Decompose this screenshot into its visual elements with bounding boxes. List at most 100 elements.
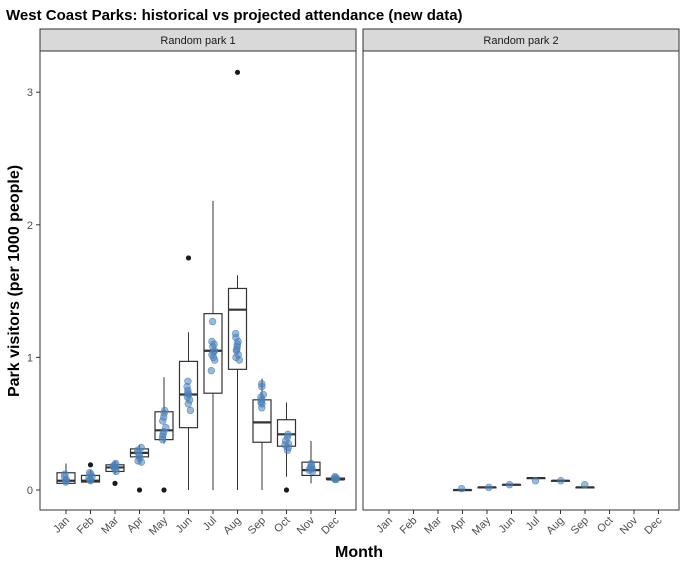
y-tick-label: 0: [27, 485, 33, 497]
data-point: [62, 478, 70, 486]
x-tick-label: Sep: [569, 515, 591, 537]
box-may: [154, 377, 174, 493]
box-jan: [56, 463, 76, 486]
y-tick-label: 1: [27, 352, 33, 364]
y-tick-label: 2: [27, 220, 33, 232]
x-tick-label: Jul: [201, 515, 219, 533]
y-axis-title: Park visitors (per 1000 people): [6, 165, 23, 397]
data-point: [257, 393, 265, 401]
data-point: [209, 348, 218, 356]
x-tick-label: Jan: [374, 515, 395, 536]
data-point: [137, 458, 146, 466]
data-point: [233, 345, 241, 354]
box-sep: [252, 378, 272, 490]
y-axis: 0 1 2 3: [27, 87, 40, 497]
data-point: [505, 480, 514, 489]
box-oct: [276, 402, 297, 493]
x-tick-label: Nov: [618, 514, 641, 537]
data-point: [581, 480, 589, 489]
outlier-point: [87, 462, 94, 468]
data-point: [184, 377, 192, 385]
x-axis-title: Month: [335, 544, 383, 561]
data-point: [258, 380, 266, 388]
chart-title: West Coast Parks: historical vs projecte…: [6, 7, 463, 24]
data-point: [185, 396, 194, 404]
data-point: [184, 389, 192, 397]
box-sep: [575, 480, 595, 489]
data-point: [284, 443, 292, 452]
x-tick-label: May: [470, 514, 494, 538]
box-feb: [80, 462, 101, 485]
x-tick-label: Aug: [544, 515, 566, 537]
x-tick-label: Apr: [448, 514, 469, 535]
box-jun: [178, 255, 199, 490]
panel-border: [39, 50, 357, 511]
x-tick-label: Oct: [595, 515, 616, 536]
outlier-point: [283, 487, 290, 493]
panel-marks: Jan Feb Mar Apr May Jun Jul Aug Sep Oct Nov Dec: [51, 69, 346, 538]
data-point: [485, 483, 493, 492]
data-point: [86, 475, 94, 484]
outlier-point: [161, 487, 167, 493]
data-point: [85, 469, 94, 477]
x-tick-label: Mar: [99, 514, 121, 536]
data-point: [284, 430, 292, 439]
x-tick-label: Jul: [524, 515, 542, 533]
box-iqr: [203, 313, 223, 394]
box-aug: [550, 477, 571, 485]
data-point: [332, 474, 341, 482]
x-tick-label: May: [147, 514, 171, 538]
data-point: [210, 340, 218, 348]
x-tick-label: Feb: [75, 515, 97, 537]
panel-random-park-1: Random park 1 Jan Feb Mar Apr May Jun Jul Aug Se…: [39, 28, 357, 538]
box-jun: [501, 480, 522, 489]
data-point: [208, 317, 217, 326]
box-jul: [526, 476, 546, 485]
data-point: [231, 329, 240, 338]
box-nov: [301, 440, 321, 484]
x-tick-label: Jun: [174, 515, 195, 536]
data-point: [234, 337, 242, 346]
panel-random-park-2: Random park 2 Jan Feb Mar Apr May Jun Jul Aug Se…: [362, 28, 680, 538]
strip-label: Random park 2: [483, 35, 558, 47]
x-tick-label: Dec: [642, 514, 665, 537]
data-point: [235, 356, 244, 364]
data-point: [557, 477, 565, 485]
x-tick-label: Nov: [295, 514, 318, 537]
data-point: [160, 406, 169, 415]
box-aug: [227, 69, 248, 490]
y-tick-label: 3: [27, 87, 33, 99]
box-jul: [203, 200, 223, 490]
box-may: [477, 483, 497, 492]
panel-border: [362, 50, 680, 511]
x-tick-label: Jun: [497, 515, 518, 536]
outlier-point: [185, 255, 192, 261]
box-dec: [325, 473, 346, 484]
x-tick-label: Jan: [51, 515, 72, 536]
data-point: [137, 443, 145, 452]
data-point: [186, 406, 195, 415]
x-tick-label: Dec: [319, 514, 342, 537]
strip-label: Random park 1: [160, 35, 235, 47]
box-mar: [105, 459, 125, 486]
data-point: [457, 484, 466, 493]
data-point: [306, 463, 314, 472]
x-tick-label: Mar: [422, 514, 444, 536]
data-point: [207, 366, 216, 375]
data-point: [61, 470, 69, 478]
x-tick-label: Oct: [272, 515, 293, 536]
x-tick-label: Apr: [125, 514, 146, 535]
data-point: [111, 459, 120, 468]
data-point: [162, 423, 170, 432]
x-tick-label: Sep: [246, 515, 268, 537]
x-tick-label: Feb: [398, 515, 420, 537]
x-tick-label: Aug: [221, 515, 243, 537]
outlier-point: [112, 480, 118, 486]
box-apr: [129, 443, 150, 493]
data-point: [158, 435, 167, 444]
panel-marks: Jan Feb Mar Apr May Jun Jul Aug Sep Oct Nov Dec: [374, 476, 665, 538]
outlier-point: [136, 487, 143, 493]
data-point: [531, 477, 540, 485]
box-iqr: [227, 287, 248, 370]
